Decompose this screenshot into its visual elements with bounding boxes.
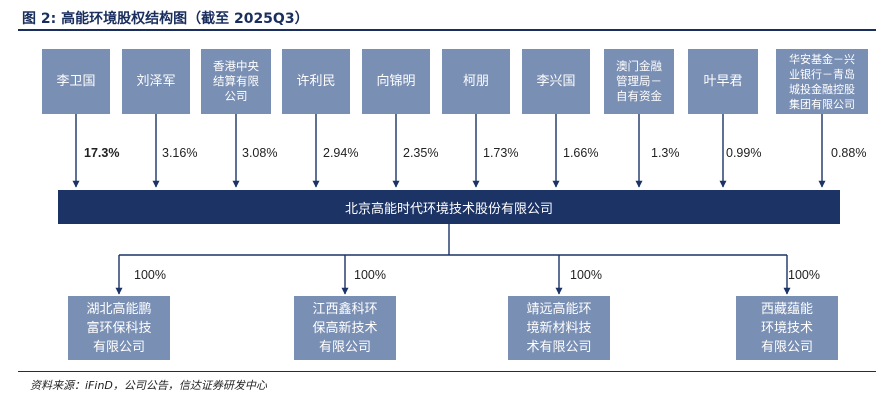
footer-rule [18, 371, 876, 372]
holding-percent: 3.08% [242, 146, 278, 160]
shareholder-name: 李兴国 [536, 73, 576, 89]
subsidiary-name: 靖远高能环 境新材料技 术有限公司 [526, 301, 592, 355]
title-rule [18, 29, 876, 31]
holding-percent: 1.66% [563, 146, 599, 160]
shareholder-name: 叶早君 [703, 73, 743, 89]
holding-percent: 17.3% [84, 146, 120, 160]
holding-percent: 2.94% [323, 146, 359, 160]
shareholder-box: 刘泽军 [122, 49, 190, 114]
shareholder-name: 许利民 [296, 73, 336, 89]
holding-percent: 0.88% [831, 146, 867, 160]
shareholder-name: 华安基金－兴 业银行－青岛 城投金融控股 集团有限公司 [789, 52, 855, 111]
shareholder-box: 向锦明 [362, 49, 430, 114]
subsidiary-percent: 100% [570, 268, 602, 282]
subsidiary-name: 西藏蕴能 环境技术 有限公司 [760, 301, 813, 355]
subsidiary-box: 西藏蕴能 环境技术 有限公司 [736, 296, 838, 360]
shareholder-name: 向锦明 [376, 73, 416, 89]
shareholder-box: 叶早君 [688, 49, 758, 114]
company-box: 北京高能时代环境技术股份有限公司 [58, 190, 840, 224]
holding-percent: 2.35% [403, 146, 439, 160]
figure-title: 图 2: 高能环境股权结构图（截至 2025Q3） [22, 11, 309, 27]
shareholder-name: 柯朋 [462, 73, 489, 89]
shareholder-box: 澳门金融 管理局－ 自有资金 [604, 49, 674, 114]
subsidiary-percent: 100% [354, 268, 386, 282]
subsidiary-box: 湖北高能鹏 富环保科技 有限公司 [68, 296, 170, 360]
shareholder-box: 香港中央 结算有限 公司 [201, 49, 271, 114]
company-name: 北京高能时代环境技术股份有限公司 [344, 201, 553, 217]
shareholder-box: 李兴国 [522, 49, 590, 114]
shareholder-name: 刘泽军 [136, 73, 176, 89]
holding-percent: 1.73% [483, 146, 519, 160]
holding-percent: 0.99% [726, 146, 762, 160]
shareholder-name: 香港中央 结算有限 公司 [213, 59, 259, 103]
subsidiary-box: 江西鑫科环 保高新技术 有限公司 [294, 296, 396, 360]
source-note: 资料来源：iFinD，公司公告，信达证券研发中心 [30, 379, 267, 392]
shareholder-box: 华安基金－兴 业银行－青岛 城投金融控股 集团有限公司 [776, 49, 868, 114]
shareholder-box: 柯朋 [442, 49, 510, 114]
subsidiary-percent: 100% [134, 268, 166, 282]
subsidiary-name: 湖北高能鹏 富环保科技 有限公司 [86, 301, 152, 355]
subsidiary-box: 靖远高能环 境新材料技 术有限公司 [508, 296, 610, 360]
subsidiary-percent: 100% [788, 268, 820, 282]
shareholder-name: 李卫国 [56, 73, 96, 89]
holding-percent: 1.3% [651, 146, 680, 160]
subsidiary-name: 江西鑫科环 保高新技术 有限公司 [312, 301, 378, 355]
holding-percent: 3.16% [162, 146, 198, 160]
shareholder-box: 许利民 [282, 49, 350, 114]
shareholder-box: 李卫国 [42, 49, 110, 114]
shareholder-name: 澳门金融 管理局－ 自有资金 [616, 59, 662, 103]
